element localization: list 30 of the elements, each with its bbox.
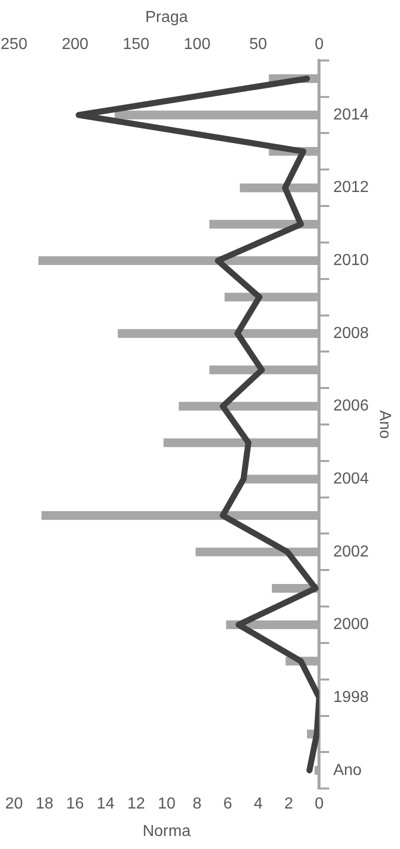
x2-tick-label: 100	[184, 36, 211, 54]
y-tick-label: 2014	[333, 106, 369, 124]
x-tick-label: 12	[127, 796, 146, 813]
y-tick-label: 2008	[333, 324, 369, 342]
x2-tick-label: 150	[122, 36, 150, 54]
y-axis-title: Ano	[376, 410, 393, 439]
x2-tick-label: 0	[314, 36, 324, 54]
x-tick-label: 0	[314, 796, 324, 813]
y-tick-label: 2002	[333, 543, 369, 560]
x2-axis-title: Praga	[145, 9, 188, 26]
y-tick-label: 2000	[333, 616, 369, 634]
x2-tick-label: 50	[249, 36, 268, 54]
x2-tick-label: 200	[62, 36, 88, 54]
x-tick-label: 10	[158, 796, 176, 813]
y-tick-label: 1998	[333, 688, 369, 706]
x-tick-label: 18	[36, 796, 54, 813]
x-axis-title: Norma	[142, 822, 191, 840]
x-tick-label: 8	[192, 796, 202, 813]
x-tick-label: 2	[284, 796, 294, 813]
y-tick-label: Ano	[333, 762, 362, 779]
x-tick-label: 14	[96, 796, 115, 813]
x-tick-label: 6	[223, 796, 232, 813]
x-tick-label: 20	[5, 796, 23, 813]
y-tick-label: 2012	[333, 179, 369, 196]
y-tick-label: 2006	[333, 398, 369, 415]
y-tick-label: 2010	[333, 252, 369, 270]
x-tick-label: 16	[66, 796, 84, 813]
x-tick-label: 4	[254, 796, 263, 813]
x2-tick-label: 250	[0, 36, 28, 54]
y-tick-label: 2004	[333, 470, 369, 488]
